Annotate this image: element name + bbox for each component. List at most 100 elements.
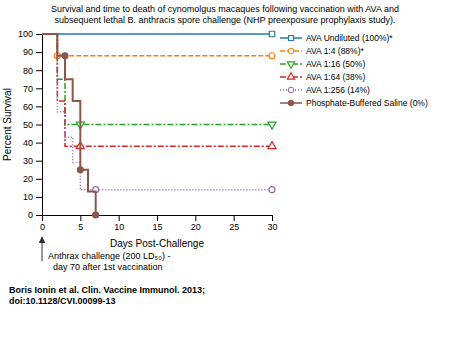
y-tick-mark xyxy=(36,106,42,107)
x-tick-label: 5 xyxy=(78,222,83,232)
y-tick-label: 10 xyxy=(23,192,33,202)
x-tick-mark xyxy=(272,215,273,221)
legend-label: AVA 1:256 (14%) xyxy=(306,85,370,95)
y-tick: 0 xyxy=(28,210,42,220)
y-tick-label: 30 xyxy=(23,156,33,166)
y-tick-mark xyxy=(36,197,42,198)
annotation: Anthrax challenge (200 LD₅₀) - day 70 af… xyxy=(48,251,170,272)
title-line: subsequent lethal B. anthracis spore cha… xyxy=(54,15,395,25)
y-axis: 0 10 20 30 40 50 60 70 80 90 100 xyxy=(18,29,43,220)
legend-item: AVA 1:4 (88%)* xyxy=(280,46,364,56)
y-axis-line xyxy=(36,35,43,216)
y-tick-mark xyxy=(36,143,42,144)
legend: AVA Undiluted (100%)* AVA 1:4 (88%)* AVA 1… xyxy=(280,33,428,108)
legend-item: AVA 1:16 (50%) xyxy=(280,59,365,69)
y-tick: 70 xyxy=(23,84,42,94)
y-tick: 30 xyxy=(23,156,42,166)
y-tick-mark xyxy=(36,52,42,53)
y-tick-mark xyxy=(36,88,42,89)
legend-symbol xyxy=(288,100,294,106)
x-tick-mark xyxy=(80,215,81,221)
series-marker xyxy=(269,53,275,59)
x-tick: 20 xyxy=(191,215,201,232)
legend-item: Phosphate-Buffered Saline (0%) xyxy=(280,98,428,108)
x-tick-mark xyxy=(157,215,158,221)
y-tick-mark xyxy=(36,179,42,180)
x-tick: 10 xyxy=(114,215,124,232)
title-line: Survival and time to death of cynomolgus… xyxy=(51,4,399,14)
x-axis: 0 5 10 15 20 25 30 xyxy=(40,215,278,232)
y-tick-label: 50 xyxy=(23,120,33,130)
citation: Boris Ionin et al. Clin. Vaccine Immunol… xyxy=(9,285,205,306)
title: Survival and time to death of cynomolgus… xyxy=(51,4,399,25)
annotation-line: Anthrax challenge (200 LD₅₀) - xyxy=(48,251,170,261)
series-marker xyxy=(269,31,274,36)
x-tick-label: 0 xyxy=(40,222,45,232)
series-marker xyxy=(268,142,276,149)
y-tick: 80 xyxy=(23,66,42,76)
series-line xyxy=(42,34,272,125)
y-tick-mark xyxy=(36,70,42,71)
annotation-arrow xyxy=(42,237,43,261)
citation-line: Boris Ionin et al. Clin. Vaccine Immunol… xyxy=(9,285,205,295)
y-tick-label: 100 xyxy=(18,29,33,39)
y-tick: 10 xyxy=(23,192,42,202)
citation-line: doi:10.1128/CVI.00099-13 xyxy=(9,296,116,306)
y-tick-label: 80 xyxy=(23,66,33,76)
x-tick-mark xyxy=(234,215,235,221)
x-tick-label: 30 xyxy=(267,222,277,232)
y-tick-label: 90 xyxy=(23,47,33,57)
x-tick-label: 25 xyxy=(229,222,239,232)
y-tick: 50 xyxy=(23,120,42,130)
x-tick: 25 xyxy=(229,215,239,232)
series-marker xyxy=(77,167,83,173)
legend-symbol xyxy=(289,36,294,41)
x-tick-mark xyxy=(119,215,120,221)
x-tick: 15 xyxy=(152,215,162,232)
y-tick-mark xyxy=(36,161,42,162)
series-line xyxy=(42,34,272,190)
x-tick: 0 xyxy=(40,215,45,232)
y-tick: 60 xyxy=(23,102,42,112)
series-line xyxy=(42,34,272,56)
legend-label: AVA 1:64 (38%) xyxy=(306,72,365,82)
legend-item: AVA Undiluted (100%)* xyxy=(280,33,393,43)
y-tick-label: 70 xyxy=(23,84,33,94)
x-tick-label: 10 xyxy=(114,222,124,232)
x-axis-line xyxy=(43,216,273,222)
legend-label: AVA 1:16 (50%) xyxy=(306,59,365,69)
x-tick-mark xyxy=(195,215,196,221)
annotation-line: day 70 after 1st vaccination xyxy=(48,262,163,272)
x-tick: 5 xyxy=(78,215,83,232)
y-tick: 90 xyxy=(23,47,42,57)
series-marker xyxy=(268,122,276,129)
y-tick-label: 0 xyxy=(28,210,33,220)
y-tick-label: 20 xyxy=(23,174,33,184)
series-marker xyxy=(62,53,68,59)
y-tick: 100 xyxy=(18,29,42,39)
y-tick-mark xyxy=(36,34,42,35)
legend-item: AVA 1:64 (38%) xyxy=(280,72,365,82)
legend-symbol xyxy=(287,62,294,68)
series-line xyxy=(42,34,96,215)
y-tick-mark xyxy=(36,125,42,126)
series-marker xyxy=(93,212,99,218)
legend-item: AVA 1:256 (14%) xyxy=(280,85,370,95)
y-tick: 40 xyxy=(23,138,42,148)
y-tick-label: 60 xyxy=(23,102,33,112)
legend-symbol xyxy=(288,48,294,54)
x-tick: 30 xyxy=(267,215,277,232)
chart-svg: Survival and time to death of cynomolgus… xyxy=(0,0,450,338)
series-line xyxy=(42,34,272,146)
x-tick-label: 20 xyxy=(191,222,201,232)
legend-symbol xyxy=(288,87,294,93)
x-axis-title: Days Post-Challenge xyxy=(110,238,204,249)
legend-label: AVA Undiluted (100%)* xyxy=(306,33,393,43)
y-tick-label: 40 xyxy=(23,138,33,148)
legend-label: AVA 1:4 (88%)* xyxy=(306,46,364,56)
y-axis-title: Percent Survival xyxy=(2,88,13,161)
series-line xyxy=(42,33,272,35)
x-tick-label: 15 xyxy=(152,222,162,232)
plot-area xyxy=(42,31,276,218)
y-tick: 20 xyxy=(23,174,42,184)
